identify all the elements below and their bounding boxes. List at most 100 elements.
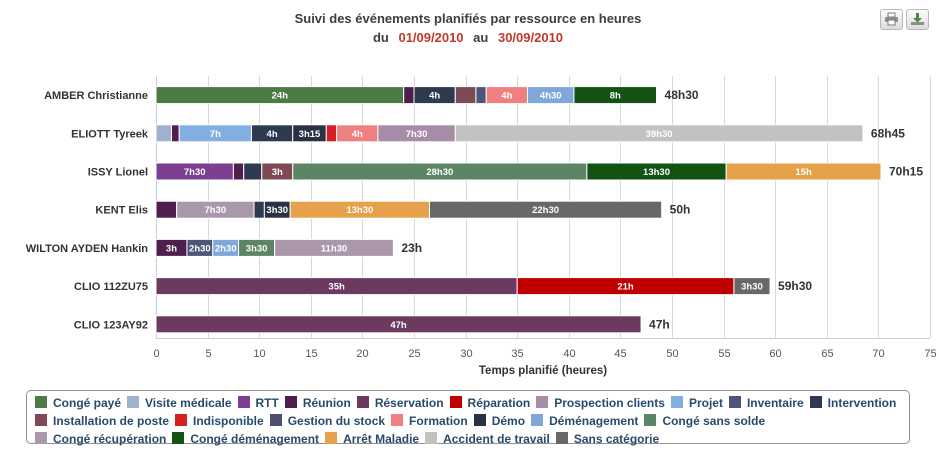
legend-swatch [35,396,47,408]
legend-item-indisponible[interactable]: Indisponible [175,413,264,429]
bar-data-label: 7h30 [184,167,206,178]
bar-installation-de-poste[interactable] [454,86,477,105]
bar-data-label: 7h [210,129,221,140]
legend-swatch [325,432,338,444]
bar-stacks [155,86,882,334]
legend-label: Projet [688,396,723,410]
category-label: CLIO 112ZU75 [74,281,148,293]
legend-swatch [175,414,188,426]
legend-item-conge-demenagement[interactable]: Congé déménagement [172,431,319,447]
legend-label: Gestion du stock [287,414,386,428]
bar-data-label: 4h [501,91,512,102]
legend-label: Prospection clients [554,396,665,410]
legend-swatch [555,432,568,444]
legend-item-conge-sans-solde[interactable]: Congé sans solde [644,413,765,429]
legend-swatch [809,396,822,408]
bar-accident-de-travail[interactable] [454,124,864,143]
legend-swatch [127,396,140,408]
legend-swatch [356,396,369,408]
legend-swatch [269,414,282,426]
legend-item-projet[interactable]: Projet [670,395,723,411]
legend-item-sans-categorie[interactable]: Sans catégorie [555,431,660,447]
bar-arret-maladie[interactable] [725,162,882,181]
printer-icon [885,12,898,26]
download-icon [911,13,924,25]
legend-label: Visite médicale [145,396,232,410]
bar-reservation[interactable] [155,315,642,334]
legend-label: Formation [409,414,468,428]
category-label: ELIOTT Tyreek [71,128,149,140]
legend-label: RTT [255,396,279,410]
legend-swatch [473,414,486,426]
bar-reunion[interactable] [170,124,180,143]
chart-title: Suivi des événements planifiés par resso… [295,11,642,26]
legend-item-reunion[interactable]: Réunion [284,395,351,411]
bar-data-label: 22h30 [532,205,559,216]
bar-conge-recuperation[interactable] [274,238,394,257]
legend-item-intervention[interactable]: Intervention [809,395,896,411]
total-label: 70h15 [889,165,923,179]
bar-intervention[interactable] [243,162,263,181]
chart-legend: Congé payé Visite médicale RTT Réunion Réser… [26,390,910,447]
bar-sans-categorie[interactable] [733,277,771,296]
total-label: 50h [670,203,691,217]
chart-labels: 0 5 10 15 20 25 30 35 40 45 50 55 60 65 70 75 AMBER Chri… [26,88,937,360]
bar-reunion[interactable] [155,200,178,219]
x-tick-label: 70 [872,348,884,360]
bar-data-label: 2h30 [189,243,211,254]
legend-item-gestion-du-stock[interactable]: Gestion du stock [269,413,386,429]
x-axis-title: Temps planifié (heures) [479,365,607,377]
legend-item-prospection-clients[interactable]: Prospection clients [536,395,665,411]
legend-label: Sans catégorie [573,432,660,446]
bar-data-label: 35h [328,282,345,293]
legend-swatch [425,432,438,444]
print-button[interactable] [880,9,903,30]
x-tick-label: 0 [153,348,159,360]
bar-sans-categorie[interactable] [428,200,663,219]
bar-data-label: 7h30 [205,205,227,216]
legend-item-reservation[interactable]: Réservation [356,395,444,411]
legend-swatch [644,414,657,426]
chart-subtitle: du 01/09/2010 au 30/09/2010 [373,30,563,45]
legend-item-accident-de-travail[interactable]: Accident de travail [425,431,550,447]
legend-swatch [449,396,462,408]
legend-swatch [284,396,297,408]
category-label: KENT Elis [95,205,148,217]
bar-data-label: 3h30 [266,205,288,216]
subtitle-from-word: du [373,30,389,45]
bar-data-label: 4h [429,91,440,102]
bar-indisponible[interactable] [325,124,338,143]
bar-inventaire[interactable] [475,86,487,105]
legend-item-conge-recuperation[interactable]: Congé récupération [35,431,166,447]
legend-swatch [728,396,741,408]
bar-conge-demenagement[interactable] [573,86,658,105]
bar-data-label: 7h30 [406,129,428,140]
legend-item-reparation[interactable]: Réparation [449,395,531,411]
category-label: ISSY Lionel [88,167,148,179]
legend-item-inventaire[interactable]: Inventaire [728,395,804,411]
bar-reunion[interactable] [232,162,245,181]
bar-visite-medicale[interactable] [155,124,172,143]
legend-item-installation-de-poste[interactable]: Installation de poste [35,413,169,429]
x-tick-label: 35 [511,348,523,360]
legend-label: Congé récupération [53,432,167,446]
legend-item-arret-maladie[interactable]: Arrêt Maladie [325,431,419,447]
legend-item-rtt[interactable]: RTT [237,395,279,411]
legend-item-demo[interactable]: Démo [473,413,525,429]
bar-intervention[interactable] [253,200,265,219]
legend-label: Réparation [467,396,531,410]
legend-label: Inventaire [746,396,804,410]
bar-reunion[interactable] [403,86,415,105]
legend-item-formation[interactable]: Formation [391,413,468,429]
legend-label: Accident de travail [443,432,550,446]
bar-data-label: 4h [267,129,278,140]
legend-item-conge-paye[interactable]: Congé payé [35,395,121,411]
legend-item-demenagement[interactable]: Déménagement [531,413,638,429]
legend-item-visite-medicale[interactable]: Visite médicale [127,395,232,411]
bar-data-label: 21h [617,282,634,293]
legend-swatch [536,396,549,408]
total-label: 59h30 [778,279,812,293]
export-button[interactable] [906,9,929,30]
subtitle-from-date: 01/09/2010 [398,30,463,45]
